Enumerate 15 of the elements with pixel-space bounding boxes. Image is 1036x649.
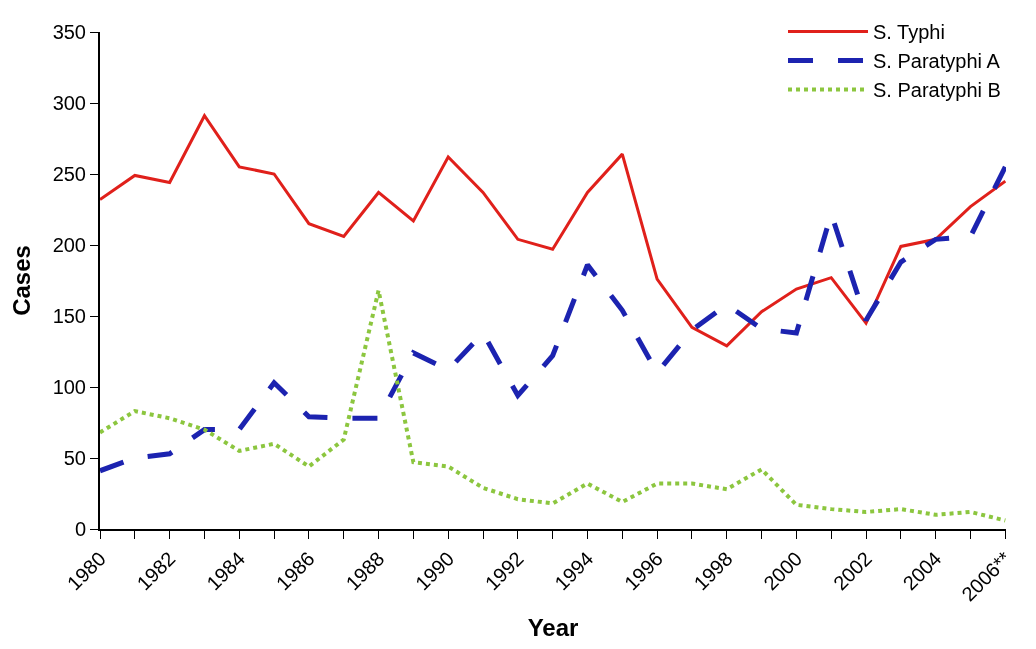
- y-tick-label: 350: [52, 21, 86, 43]
- legend-label: S. Paratyphi B: [873, 79, 1001, 102]
- legend-label: S. Paratyphi A: [873, 50, 1001, 73]
- y-tick-label: 50: [63, 447, 86, 469]
- line-series: [100, 114, 1006, 348]
- y-tick-label: 200: [52, 234, 86, 256]
- y-axis-title: Cases: [8, 245, 36, 316]
- y-tick-label: 250: [52, 163, 86, 185]
- y-tick-label: 0: [74, 518, 86, 540]
- y-tick-label: 100: [52, 376, 86, 398]
- legend-label: S. Typhi: [873, 21, 945, 44]
- y-tick-label: 300: [52, 92, 86, 114]
- x-axis-title: Year: [527, 614, 579, 642]
- line-series: [100, 288, 1006, 523]
- y-tick-label: 150: [52, 305, 86, 327]
